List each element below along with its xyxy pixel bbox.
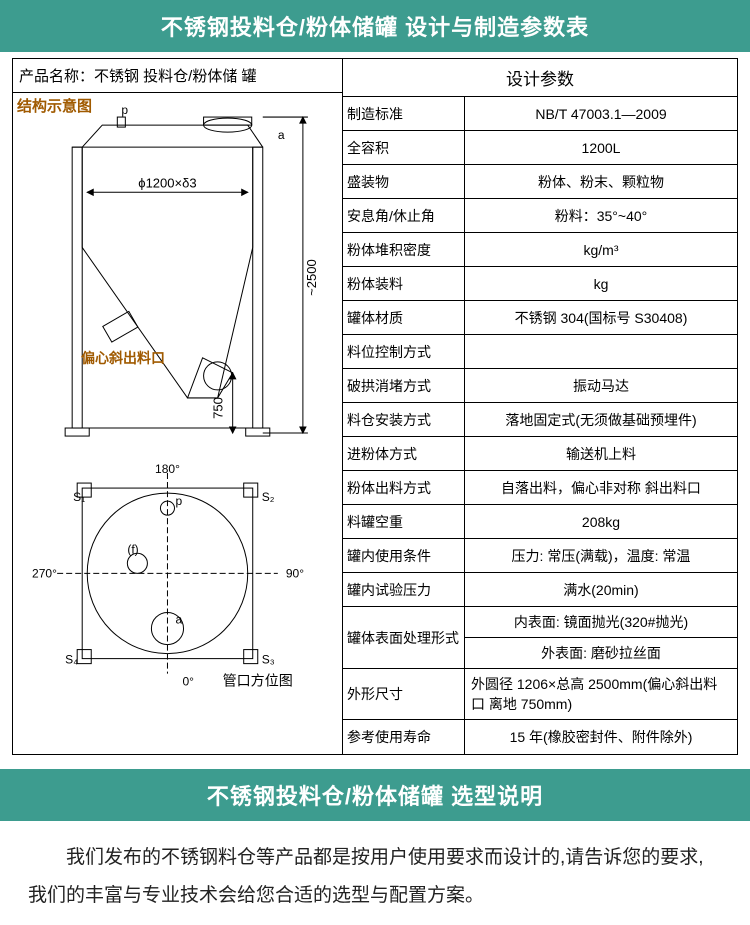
- param-row: 进粉体方式输送机上料: [343, 437, 737, 471]
- s2-label: S₂: [262, 490, 275, 504]
- param-label: 制造标准: [343, 97, 465, 130]
- outlet-label: 偏心斜出料口: [81, 348, 165, 368]
- diagram-area: 结构示意图: [13, 93, 342, 754]
- param-label: 进粉体方式: [343, 437, 465, 470]
- port-p2: p: [175, 494, 182, 508]
- param-label: 罐体材质: [343, 301, 465, 334]
- param-row: 外形尺寸外圆径 1206×总高 2500mm(偏心斜出料口 离地 750mm): [343, 669, 737, 720]
- param-label: 粉体堆积密度: [343, 233, 465, 266]
- s1-label: S₁: [73, 490, 85, 504]
- port-a-label: a: [278, 128, 285, 142]
- struct-diagram-label: 结构示意图: [17, 95, 92, 116]
- param-value: 15 年(橡胶密封件、附件除外): [465, 720, 737, 754]
- param-row: 盛装物粉体、粉末、颗粒物: [343, 165, 737, 199]
- param-label: 罐内使用条件: [343, 539, 465, 572]
- param-label: 罐内试验压力: [343, 573, 465, 606]
- param-label: 罐体表面处理形式: [343, 607, 465, 668]
- front-diagram: ϕ1200×δ3 ~2500 750 p a: [17, 97, 338, 458]
- dim-diameter: ϕ1200×δ3: [138, 175, 196, 190]
- param-row: 粉体堆积密度kg/m³: [343, 233, 737, 267]
- param-row: 罐内使用条件压力: 常压(满载)，温度: 常温: [343, 539, 737, 573]
- param-value: kg/m³: [465, 233, 737, 266]
- param-value: 振动马达: [465, 369, 737, 402]
- angle-0: 0°: [183, 675, 195, 689]
- param-row: 粉体出料方式自落出料，偏心非对称 斜出料口: [343, 471, 737, 505]
- param-row: 罐体表面处理形式内表面: 镜面抛光(320#抛光)外表面: 磨砂拉丝面: [343, 607, 737, 669]
- orient-label: 管口方位图: [223, 673, 293, 689]
- param-value: 内表面: 镜面抛光(320#抛光)外表面: 磨砂拉丝面: [465, 607, 737, 668]
- angle-90: 90°: [286, 566, 304, 580]
- s4-label: S₄: [65, 653, 78, 667]
- param-label: 粉体出料方式: [343, 471, 465, 504]
- param-value: 输送机上料: [465, 437, 737, 470]
- param-row: 制造标准NB/T 47003.1—2009: [343, 97, 737, 131]
- param-table: 设计参数 制造标准NB/T 47003.1—2009全容积1200L盛装物粉体、…: [343, 59, 737, 754]
- param-row: 料仓安装方式落地固定式(无须做基础预埋件): [343, 403, 737, 437]
- param-label: 破拱消堵方式: [343, 369, 465, 402]
- product-name: 产品名称：不锈钢 投料仓/粉体储 罐: [13, 59, 342, 93]
- param-label: 粉体装料: [343, 267, 465, 300]
- dim-height: ~2500: [304, 259, 319, 296]
- param-row: 参考使用寿命15 年(橡胶密封件、附件除外): [343, 720, 737, 754]
- param-label: 料罐空重: [343, 505, 465, 538]
- banner-selection: 不锈钢投料仓/粉体储罐 选型说明: [0, 769, 750, 821]
- param-label: 参考使用寿命: [343, 720, 465, 754]
- param-value: 外圆径 1206×总高 2500mm(偏心斜出料口 离地 750mm): [465, 669, 737, 719]
- param-value: 压力: 常压(满载)，温度: 常温: [465, 539, 737, 572]
- port-a2: a: [175, 613, 182, 627]
- angle-180: 180°: [155, 463, 180, 476]
- orientation-diagram: 180° 90° 0° 270° S₁ S₂ S₃ S₄ p (f) a 管口方…: [17, 463, 338, 694]
- param-value: 粉料：35°~40°: [465, 199, 737, 232]
- param-label: 全容积: [343, 131, 465, 164]
- param-row: 粉体装料kg: [343, 267, 737, 301]
- param-value: 落地固定式(无须做基础预埋件): [465, 403, 737, 436]
- param-label: 料仓安装方式: [343, 403, 465, 436]
- banner-params: 不锈钢投料仓/粉体储罐 设计与制造参数表: [0, 0, 750, 52]
- param-value: 208kg: [465, 505, 737, 538]
- param-value: 自落出料，偏心非对称 斜出料口: [465, 471, 737, 504]
- param-value: 不锈钢 304(国标号 S30408): [465, 301, 737, 334]
- param-value: 粉体、粉末、颗粒物: [465, 165, 737, 198]
- param-value: 1200L: [465, 131, 737, 164]
- param-row: 罐内试验压力满水(20min): [343, 573, 737, 607]
- param-value: 满水(20min): [465, 573, 737, 606]
- param-label: 外形尺寸: [343, 669, 465, 719]
- param-label: 料位控制方式: [343, 335, 465, 368]
- dim-outlet-h: 750: [211, 397, 226, 419]
- angle-270: 270°: [32, 566, 57, 580]
- param-value: [465, 335, 737, 368]
- param-row: 罐体材质不锈钢 304(国标号 S30408): [343, 301, 737, 335]
- param-row: 料罐空重208kg: [343, 505, 737, 539]
- param-value: NB/T 47003.1—2009: [465, 97, 737, 130]
- param-row: 全容积1200L: [343, 131, 737, 165]
- spec-box: 产品名称：不锈钢 投料仓/粉体储 罐 结构示意图: [12, 58, 738, 755]
- param-row: 料位控制方式: [343, 335, 737, 369]
- param-title: 设计参数: [343, 59, 737, 97]
- param-row: 破拱消堵方式振动马达: [343, 369, 737, 403]
- param-value: kg: [465, 267, 737, 300]
- description-text: 我们发布的不锈钢料仓等产品都是按用户使用要求而设计的,请告诉您的要求,我们的丰富…: [0, 821, 750, 925]
- param-label: 安息角/休止角: [343, 199, 465, 232]
- port-f: (f): [127, 542, 138, 556]
- param-row: 安息角/休止角粉料：35°~40°: [343, 199, 737, 233]
- left-column: 产品名称：不锈钢 投料仓/粉体储 罐 结构示意图: [13, 59, 343, 754]
- port-p-label: p: [121, 103, 128, 117]
- param-label: 盛装物: [343, 165, 465, 198]
- s3-label: S₃: [262, 653, 275, 667]
